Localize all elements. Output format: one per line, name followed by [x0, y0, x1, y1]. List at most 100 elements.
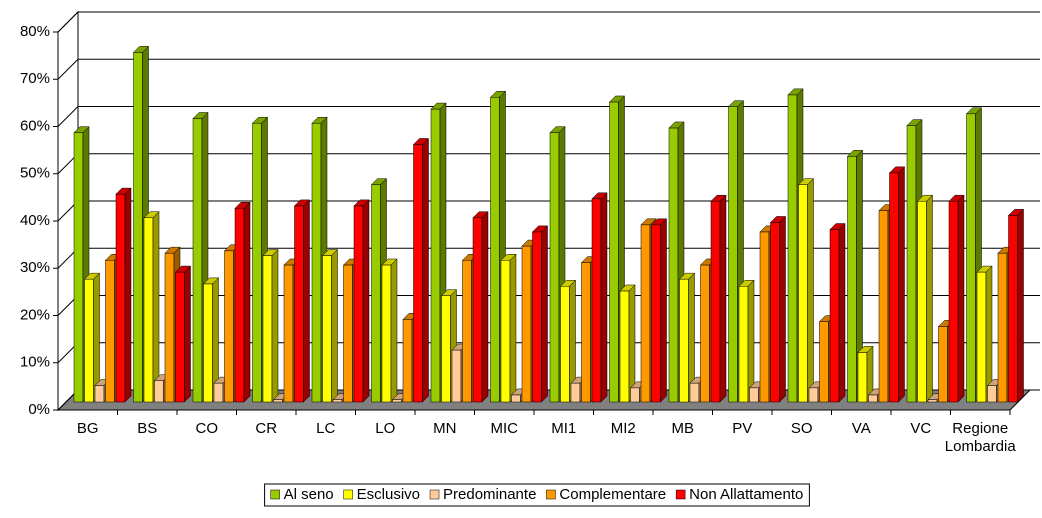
- bar-top: [738, 279, 755, 287]
- bar-top: [846, 150, 864, 157]
- x-tick-label: MI2: [610, 420, 636, 437]
- bar: [678, 272, 696, 403]
- legend-swatch: [546, 489, 556, 500]
- bar: [829, 222, 846, 403]
- bar-top: [115, 187, 132, 195]
- bar-front: [917, 200, 927, 403]
- bar-front: [262, 255, 273, 403]
- bar-front: [549, 132, 560, 403]
- bar-front: [857, 352, 868, 403]
- bar-top: [500, 254, 517, 261]
- bar-front: [532, 231, 542, 403]
- bar-front: [906, 125, 917, 403]
- bar-front: [889, 172, 899, 403]
- bar-front: [213, 382, 224, 403]
- bar-front: [294, 205, 304, 403]
- bar-top: [1007, 209, 1025, 216]
- x-tick-label: LC: [316, 420, 336, 437]
- bar-top: [668, 121, 685, 129]
- bar-side: [243, 201, 251, 403]
- bar-front: [847, 156, 857, 403]
- bar-side: [124, 187, 132, 403]
- bar-front: [798, 184, 808, 403]
- bar-side: [807, 178, 814, 403]
- bar: [353, 199, 370, 403]
- bar: [202, 277, 220, 403]
- x-tick-label: BG: [76, 420, 99, 437]
- bar-front: [868, 394, 878, 403]
- bar-top: [370, 178, 388, 185]
- bar-front: [381, 264, 392, 403]
- bar-front: [175, 271, 185, 403]
- bar-front: [413, 144, 423, 403]
- bar-front: [679, 278, 689, 403]
- bar-front: [392, 399, 402, 403]
- bar-front: [332, 399, 343, 403]
- bar-front: [105, 260, 115, 403]
- bar-top: [83, 272, 101, 280]
- bar-front: [938, 326, 948, 403]
- bar-front: [640, 224, 651, 403]
- bar: [738, 279, 755, 403]
- bar-side: [331, 248, 338, 403]
- bar-top: [430, 102, 447, 110]
- bar-front: [819, 321, 829, 403]
- bar-top: [202, 277, 220, 285]
- bar-front: [976, 271, 987, 403]
- bar-top: [440, 289, 458, 296]
- y-tick-label: 30%: [20, 259, 50, 276]
- bar: [650, 218, 668, 403]
- bar-front: [500, 260, 511, 403]
- bar-front: [997, 252, 1008, 403]
- bar-top: [769, 216, 787, 223]
- legend-label: Al seno: [284, 486, 334, 503]
- legend-box: [264, 483, 810, 507]
- bar-front: [84, 278, 94, 403]
- bar-front: [749, 387, 759, 403]
- bar: [769, 215, 787, 403]
- y-tick-label: 70%: [20, 70, 50, 87]
- legend-swatch: [270, 489, 280, 500]
- bar-top: [906, 119, 923, 126]
- bar-front: [154, 380, 164, 403]
- x-tick-label: CO: [195, 420, 219, 437]
- bar: [857, 345, 874, 403]
- bar-front: [451, 349, 462, 403]
- bar-front: [234, 208, 245, 403]
- bar-top: [797, 178, 815, 185]
- bar-top: [727, 100, 745, 107]
- bar-front: [710, 200, 721, 403]
- bar-front: [591, 198, 602, 403]
- bar-side: [362, 199, 370, 403]
- bar-side: [660, 218, 667, 403]
- bar-top: [710, 194, 727, 202]
- bar-top: [640, 218, 657, 226]
- bar-side: [184, 265, 191, 403]
- bar-front: [490, 96, 500, 403]
- bar-front: [927, 399, 938, 403]
- bar-front: [441, 295, 451, 403]
- bar: [888, 166, 906, 403]
- bar: [381, 258, 398, 403]
- grid-line: [57, 58, 1040, 80]
- bar-side: [509, 253, 517, 403]
- bar-top: [650, 218, 668, 226]
- bar: [559, 279, 577, 403]
- x-tick-label: PV: [732, 420, 753, 437]
- bar-side: [1017, 208, 1024, 403]
- bar-front: [570, 382, 581, 403]
- bar-top: [412, 138, 430, 145]
- legend-label: Predominante: [443, 486, 536, 503]
- bar-front: [700, 264, 710, 403]
- bar-front: [738, 285, 749, 403]
- grid-line: [57, 11, 1040, 33]
- bar-front: [164, 252, 175, 403]
- bar-top: [531, 225, 549, 233]
- bar-front: [143, 217, 154, 403]
- bar-front: [252, 122, 262, 403]
- bar-top: [787, 88, 804, 96]
- bar: [472, 211, 489, 403]
- bar-front: [609, 101, 619, 403]
